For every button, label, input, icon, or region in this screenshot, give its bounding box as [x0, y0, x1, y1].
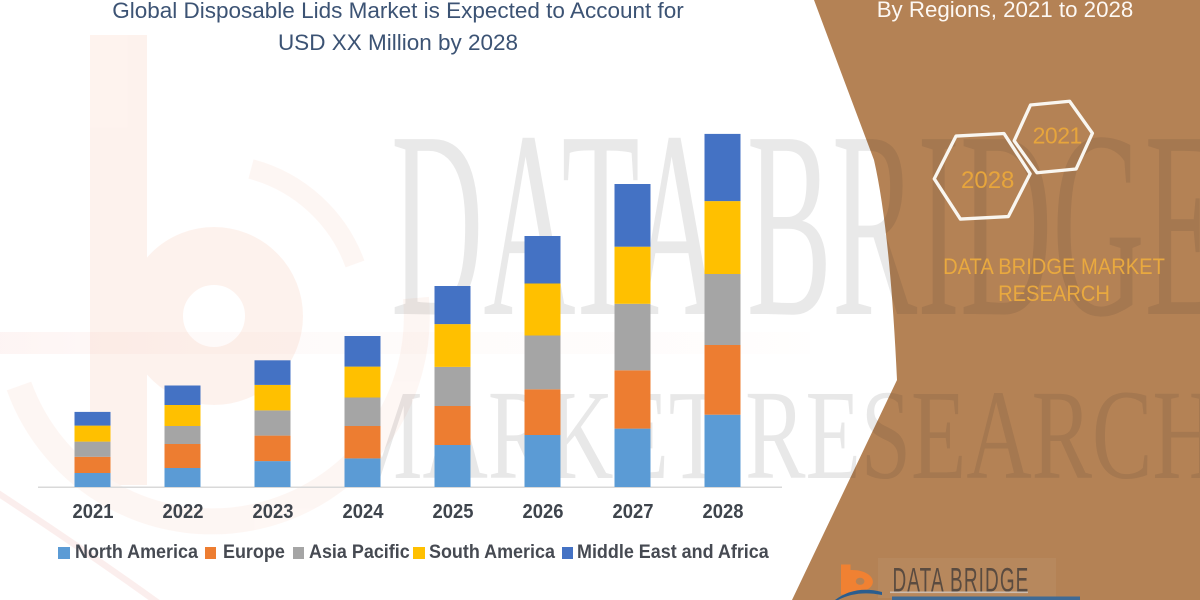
svg-text:DATA BRIDGE: DATA BRIDGE — [893, 561, 1030, 599]
svg-text:2028: 2028 — [961, 167, 1014, 194]
svg-text:2021: 2021 — [1033, 123, 1082, 149]
